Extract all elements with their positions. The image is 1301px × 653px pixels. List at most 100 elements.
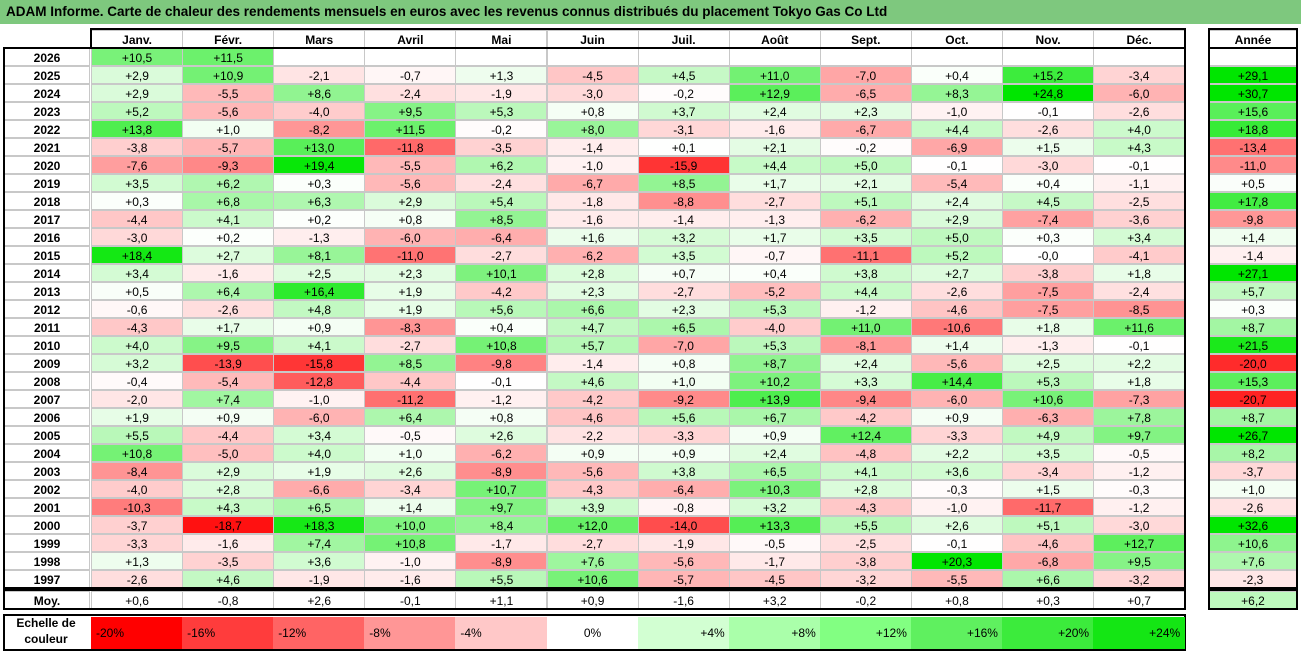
heatmap-cell: +11,5 bbox=[182, 48, 275, 66]
heatmap-cell: +13,8 bbox=[91, 120, 184, 138]
color-scale-swatch: +8% bbox=[728, 617, 821, 649]
heatmap-cell: -2,6 bbox=[1093, 102, 1186, 120]
heatmap-cell: +1,5 bbox=[1002, 138, 1095, 156]
heatmap-cell: +3,5 bbox=[819, 228, 912, 246]
heatmap-cell: -3,0 bbox=[91, 228, 184, 246]
heatmap-cell: +2,9 bbox=[91, 84, 184, 102]
year-label: 2004 bbox=[4, 444, 90, 462]
color-scale-swatch: -4% bbox=[455, 617, 548, 649]
heatmap-cell: -4,2 bbox=[819, 408, 912, 426]
color-scale-label-line1: Echelle de bbox=[16, 616, 76, 630]
month-header: Juil. bbox=[637, 30, 730, 48]
heatmap-cell bbox=[819, 48, 912, 66]
heatmap-cell: -2,7 bbox=[455, 246, 548, 264]
heatmap-cell: -3,5 bbox=[182, 552, 275, 570]
heatmap-cell: -3,2 bbox=[819, 570, 912, 588]
heatmap-cell: +0,9 bbox=[728, 426, 821, 444]
year-label: 2015 bbox=[4, 246, 90, 264]
heatmap-cell: -0,4 bbox=[91, 372, 184, 390]
heatmap-cell: -1,2 bbox=[1093, 462, 1186, 480]
heatmap-cell: -4,5 bbox=[546, 66, 639, 84]
heatmap-cell: +5,5 bbox=[455, 570, 548, 588]
heatmap-cell: -8,2 bbox=[273, 120, 366, 138]
heatmap-cell: +6,7 bbox=[728, 408, 821, 426]
annual-cell: +30,7 bbox=[1209, 84, 1297, 102]
heatmap-cell: -11,7 bbox=[1002, 498, 1095, 516]
heatmap-cell: -4,8 bbox=[819, 444, 912, 462]
heatmap-cell: -6,4 bbox=[455, 228, 548, 246]
heatmap-cell: +13,0 bbox=[273, 138, 366, 156]
heatmap-cell: +0,9 bbox=[546, 444, 639, 462]
month-header: Août bbox=[728, 30, 821, 48]
heatmap-cell: -1,6 bbox=[182, 264, 275, 282]
heatmap-cell: -0,1 bbox=[1093, 156, 1186, 174]
heatmap-cell: -4,2 bbox=[546, 390, 639, 408]
heatmap-cell: +9,7 bbox=[455, 498, 548, 516]
heatmap-cell: +10,8 bbox=[455, 336, 548, 354]
heatmap-cell: -0,0 bbox=[1002, 246, 1095, 264]
heatmap-cell: +2,9 bbox=[910, 210, 1003, 228]
heatmap-cell: -4,0 bbox=[728, 318, 821, 336]
heatmap-cell: +6,5 bbox=[728, 462, 821, 480]
heatmap-cell: -2,0 bbox=[91, 390, 184, 408]
heatmap-cell: +13,9 bbox=[728, 390, 821, 408]
heatmap-cell: -1,6 bbox=[364, 570, 457, 588]
heatmap-cell: +6,3 bbox=[273, 192, 366, 210]
heatmap-cell: -0,8 bbox=[637, 498, 730, 516]
heatmap-cell: +6,4 bbox=[364, 408, 457, 426]
heatmap-cell: +3,2 bbox=[728, 498, 821, 516]
chart-title: ADAM Informe. Carte de chaleur des rende… bbox=[0, 0, 1301, 24]
heatmap-cell: +6,6 bbox=[546, 300, 639, 318]
heatmap-cell: -7,3 bbox=[1093, 390, 1186, 408]
heatmap-cell: -6,4 bbox=[637, 480, 730, 498]
heatmap-cell: -8,1 bbox=[819, 336, 912, 354]
heatmap-cell: +0,8 bbox=[455, 408, 548, 426]
heatmap-cell: +4,0 bbox=[1093, 120, 1186, 138]
heatmap-cell: -4,3 bbox=[819, 498, 912, 516]
heatmap-cell: +4,5 bbox=[637, 66, 730, 84]
heatmap-cell bbox=[1002, 48, 1095, 66]
year-label: 2001 bbox=[4, 498, 90, 516]
heatmap-cell: -4,3 bbox=[91, 318, 184, 336]
heatmap-cell: -5,6 bbox=[364, 174, 457, 192]
heatmap-cell: +6,5 bbox=[273, 498, 366, 516]
annual-cell: +8,7 bbox=[1209, 318, 1297, 336]
heatmap-cell: -5,7 bbox=[182, 138, 275, 156]
heatmap-cell: -3,0 bbox=[1002, 156, 1095, 174]
month-header: Oct. bbox=[910, 30, 1003, 48]
heatmap-cell: -0,7 bbox=[728, 246, 821, 264]
year-label: 2000 bbox=[4, 516, 90, 534]
heatmap-cell: -1,9 bbox=[273, 570, 366, 588]
heatmap-cell: +11,0 bbox=[819, 318, 912, 336]
heatmap-cell bbox=[637, 48, 730, 66]
heatmap-cell: +5,3 bbox=[728, 336, 821, 354]
heatmap-cell: +6,2 bbox=[182, 174, 275, 192]
heatmap-cell: -8,3 bbox=[364, 318, 457, 336]
average-annual-cell: +6,2 bbox=[1209, 591, 1297, 609]
heatmap-cell: -5,0 bbox=[182, 444, 275, 462]
heatmap-cell: -10,3 bbox=[91, 498, 184, 516]
heatmap-cell: +0,4 bbox=[910, 66, 1003, 84]
heatmap-cell: +1,4 bbox=[364, 498, 457, 516]
year-label: 1999 bbox=[4, 534, 90, 552]
heatmap-cell: -14,0 bbox=[637, 516, 730, 534]
heatmap-cell: +9,5 bbox=[364, 102, 457, 120]
heatmap-cell: +6,2 bbox=[455, 156, 548, 174]
heatmap-cell: -4,4 bbox=[364, 372, 457, 390]
year-label: 2021 bbox=[4, 138, 90, 156]
annual-cell: +1,0 bbox=[1209, 480, 1297, 498]
heatmap-cell: +4,6 bbox=[182, 570, 275, 588]
heatmap-cell: -0,5 bbox=[364, 426, 457, 444]
color-scale-swatch: +20% bbox=[1002, 617, 1095, 649]
heatmap-cell: -0,3 bbox=[1093, 480, 1186, 498]
color-scale-label-line2: couleur bbox=[24, 632, 68, 646]
heatmap-cell: +2,8 bbox=[546, 264, 639, 282]
heatmap-cell: +8,1 bbox=[273, 246, 366, 264]
heatmap-cell: +7,4 bbox=[182, 390, 275, 408]
heatmap-cell: +2,7 bbox=[910, 264, 1003, 282]
heatmap-cell: +2,9 bbox=[182, 462, 275, 480]
heatmap-cell: -1,3 bbox=[1002, 336, 1095, 354]
heatmap-cell: +7,8 bbox=[1093, 408, 1186, 426]
heatmap-cell: +2,4 bbox=[910, 192, 1003, 210]
heatmap-cell: +5,6 bbox=[637, 408, 730, 426]
